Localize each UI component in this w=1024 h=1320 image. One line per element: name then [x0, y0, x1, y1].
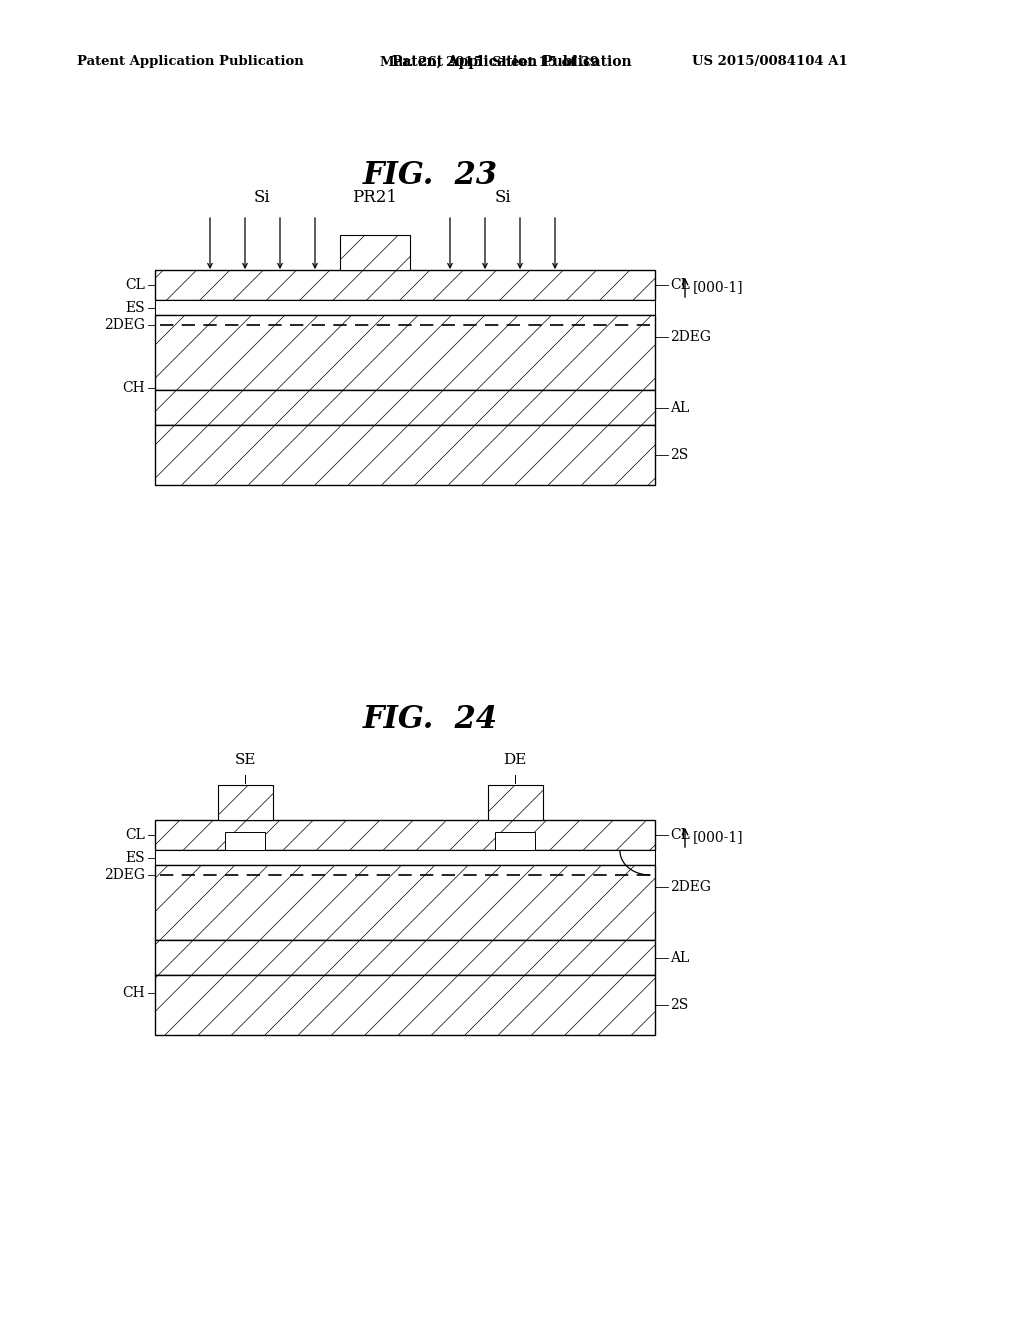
- Bar: [155, 389, 655, 425]
- Text: FIG.  24: FIG. 24: [362, 705, 498, 735]
- Bar: [155, 300, 655, 315]
- Text: CH: CH: [123, 380, 145, 395]
- Text: CL: CL: [125, 828, 145, 842]
- Text: CL: CL: [670, 279, 690, 292]
- Text: [000-1]: [000-1]: [693, 280, 743, 294]
- Text: Si: Si: [254, 189, 270, 206]
- Text: SE: SE: [234, 752, 256, 767]
- Text: ES: ES: [125, 301, 145, 314]
- Text: Mar. 26, 2015  Sheet 15 of 39: Mar. 26, 2015 Sheet 15 of 39: [381, 55, 599, 69]
- Text: CH: CH: [123, 986, 145, 999]
- Text: 2DEG: 2DEG: [104, 869, 145, 882]
- Text: CL: CL: [125, 279, 145, 292]
- Text: 2S: 2S: [670, 447, 688, 462]
- Text: 2DEG: 2DEG: [104, 318, 145, 333]
- Text: AL: AL: [670, 400, 689, 414]
- Text: AL: AL: [670, 950, 689, 965]
- Text: ES: ES: [125, 850, 145, 865]
- Bar: [495, 832, 535, 850]
- Bar: [155, 975, 655, 1035]
- Bar: [487, 785, 543, 820]
- Bar: [155, 820, 655, 850]
- Bar: [155, 850, 655, 865]
- Bar: [155, 865, 655, 940]
- Bar: [340, 235, 410, 271]
- Bar: [217, 785, 272, 820]
- Text: 2DEG: 2DEG: [670, 880, 711, 894]
- Text: CL: CL: [670, 828, 690, 842]
- Text: US 2015/0084104 A1: US 2015/0084104 A1: [692, 55, 848, 69]
- Text: Patent Application Publication: Patent Application Publication: [392, 55, 632, 69]
- Text: DE: DE: [504, 752, 526, 767]
- Bar: [155, 271, 655, 300]
- Text: Si: Si: [495, 189, 511, 206]
- Text: FIG.  23: FIG. 23: [362, 160, 498, 190]
- Bar: [155, 940, 655, 975]
- Text: 2DEG: 2DEG: [670, 330, 711, 345]
- Text: 2S: 2S: [670, 998, 688, 1012]
- Bar: [155, 425, 655, 484]
- Bar: [155, 315, 655, 389]
- Text: PR21: PR21: [352, 189, 397, 206]
- Text: Patent Application Publication: Patent Application Publication: [77, 55, 303, 69]
- Text: [000-1]: [000-1]: [693, 830, 743, 843]
- Bar: [225, 832, 265, 850]
